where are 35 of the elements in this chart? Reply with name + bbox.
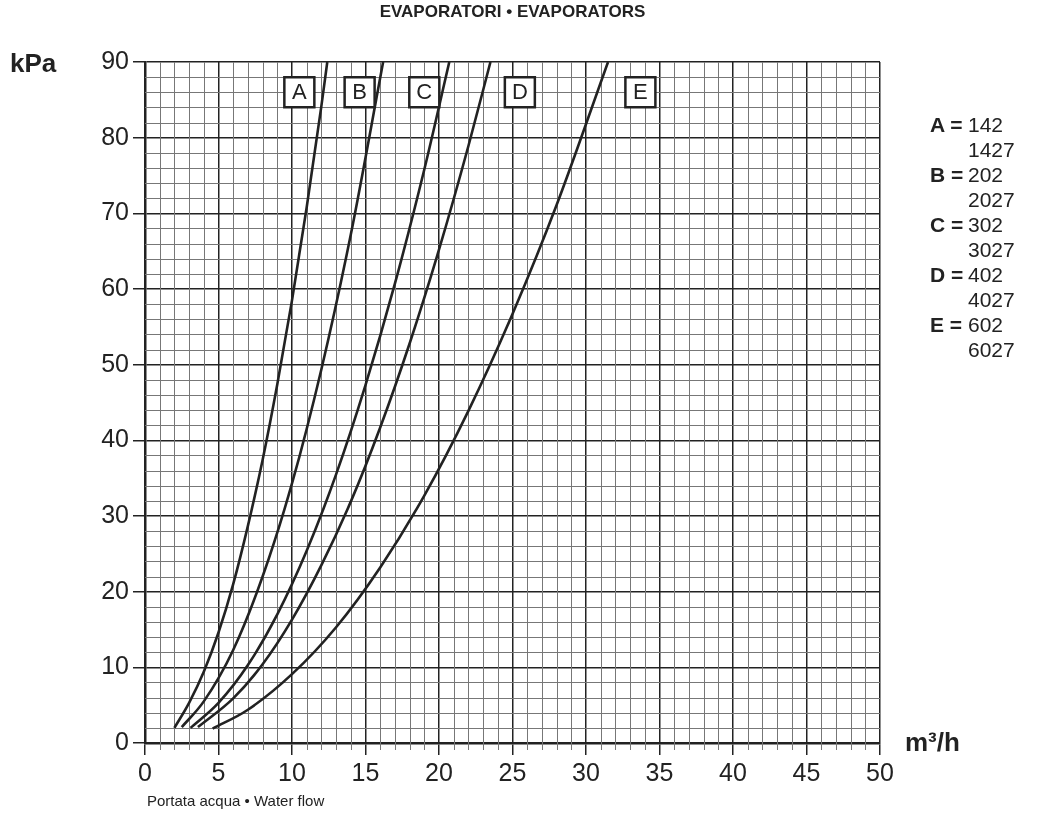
y-tick-label: 40 [101,424,129,453]
chart-title: EVAPORATORI • EVAPORATORS [378,2,647,22]
x-tick-label: 50 [866,757,894,786]
x-tick-label: 20 [425,757,453,786]
annotation: A [292,79,308,105]
y-tick-label: 60 [101,272,129,301]
x-tick-label: 35 [645,757,674,786]
x-tick-label: 40 [719,757,747,786]
text: D = 402 4027 [930,262,1015,312]
y-tick-label: 0 [115,726,129,755]
y-tick-label: 20 [101,575,129,604]
y-tick-label: 50 [101,348,129,377]
x-tick-label: 10 [278,757,306,786]
y-tick-label: 10 [101,651,129,680]
y-tick-label: 70 [101,197,129,226]
text: Portata acqua • Water flow [147,792,325,809]
text: E = 602 6027 [930,312,1015,362]
y-tick-label: 90 [101,45,129,74]
text: B = 202 2027 [930,162,1015,212]
annotation: C [416,79,433,105]
x-tick-label: 30 [572,757,600,786]
y-axis-title: kPa [10,48,57,79]
y-tick-label: 80 [101,121,129,150]
x-tick-label: 25 [498,757,527,786]
annotation: B [352,79,367,105]
x-tick-label: 0 [138,757,152,786]
x-tick-label: 5 [211,757,226,786]
text: A = 142 1427 [930,112,1015,162]
x-axis-title: m³/h [905,727,960,758]
annotation: D [511,79,528,105]
x-tick-label: 15 [351,757,380,786]
text: C = 302 3027 [930,212,1015,262]
annotation: E [633,79,648,105]
x-tick-label: 45 [792,757,821,786]
y-tick-label: 30 [101,499,129,528]
